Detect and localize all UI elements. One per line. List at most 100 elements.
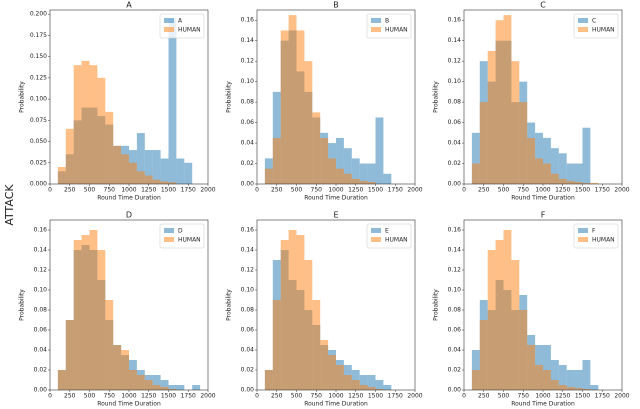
bar — [129, 162, 137, 184]
y-tick-label: 0.16 — [241, 17, 255, 24]
bar — [487, 250, 496, 390]
bar — [168, 389, 177, 390]
x-axis-label: Round Time Duration — [304, 401, 368, 408]
bar — [503, 15, 512, 185]
bar — [495, 240, 504, 390]
x-tick-label: 1250 — [348, 187, 363, 194]
y-tick-label: 0.12 — [241, 267, 255, 274]
bar — [192, 385, 201, 390]
bar — [535, 158, 543, 184]
subplot: C 0 250 500 750 1000 1250 1500 1750 2000 0.00 0.02 0… — [433, 1, 630, 202]
y-tick-label: 0.12 — [448, 58, 462, 65]
bar — [89, 230, 98, 390]
y-tick-label: 0.04 — [448, 140, 462, 147]
x-tick-label: 500 — [291, 187, 303, 194]
bar — [351, 380, 360, 390]
bar — [543, 345, 551, 390]
y-tick-label: 0.06 — [34, 327, 48, 334]
y-tick-label: 0.025 — [30, 159, 47, 166]
x-tick-label: 0 — [462, 393, 466, 400]
x-tick-label: 1500 — [575, 187, 590, 194]
legend-swatch — [371, 27, 381, 32]
bar — [543, 370, 551, 390]
bar — [519, 310, 528, 390]
x-tick-label: 0 — [48, 187, 52, 194]
bar — [121, 154, 129, 184]
x-tick-label: 2000 — [407, 393, 422, 400]
bar — [558, 365, 567, 390]
legend-swatch — [164, 228, 174, 233]
bar — [57, 370, 66, 390]
legend: E HUMAN — [366, 223, 412, 249]
x-tick-label: 1000 — [328, 393, 343, 400]
y-tick-label: 0.10 — [34, 287, 48, 294]
bar — [280, 240, 289, 390]
subplot: D 0 250 500 750 1000 1250 1500 1750 2000 0.00 0.02 0… — [19, 211, 216, 408]
y-tick-label: 0.14 — [241, 247, 255, 254]
x-tick-label: 2000 — [614, 187, 629, 194]
bar — [168, 18, 177, 184]
y-axis-label: Probability — [226, 81, 233, 113]
x-tick-label: 1000 — [121, 187, 136, 194]
x-tick-label: 1500 — [161, 393, 176, 400]
x-tick-label: 0 — [255, 187, 259, 194]
legend-swatch — [578, 228, 588, 233]
x-tick-label: 500 — [498, 187, 510, 194]
legend-label: C — [592, 17, 596, 24]
x-tick-label: 250 — [271, 393, 283, 400]
y-tick-label: 0.08 — [448, 307, 462, 314]
bar — [176, 385, 185, 390]
bar — [535, 365, 543, 390]
bar — [320, 137, 329, 184]
x-tick-label: 2000 — [407, 187, 422, 194]
bar — [113, 345, 122, 390]
bar — [57, 167, 66, 184]
x-tick-label: 1250 — [555, 187, 570, 194]
legend-swatch — [578, 27, 588, 32]
y-tick-label: 0.08 — [241, 99, 255, 106]
bar — [136, 171, 145, 184]
x-tick-label: 0 — [462, 187, 466, 194]
bar — [65, 320, 74, 390]
bar — [105, 111, 114, 184]
x-tick-label: 750 — [518, 187, 530, 194]
legend-label: HUMAN — [178, 236, 201, 243]
bar — [574, 163, 583, 184]
legend-swatch — [164, 18, 174, 23]
bar — [527, 345, 536, 390]
legend-swatch — [371, 237, 381, 242]
x-axis-label: Round Time Duration — [97, 401, 161, 408]
x-tick-label: 250 — [271, 187, 283, 194]
bar — [144, 150, 153, 184]
bar — [264, 168, 273, 184]
bar — [495, 20, 504, 185]
y-tick-label: 0.175 — [30, 32, 47, 39]
legend-swatch — [164, 237, 174, 242]
y-tick-label: 0.00 — [34, 387, 48, 394]
y-tick-label: 0.00 — [241, 181, 255, 188]
bar — [105, 300, 114, 390]
y-tick-label: 0.02 — [448, 160, 462, 167]
chart-title: C — [540, 1, 546, 10]
bar — [328, 158, 336, 184]
bar — [511, 61, 520, 185]
x-tick-label: 1750 — [595, 187, 610, 194]
bar — [97, 77, 106, 184]
y-tick-label: 0.08 — [448, 99, 462, 106]
bar — [81, 235, 90, 390]
bar — [511, 260, 520, 390]
y-axis-label: Probability — [433, 81, 440, 113]
bar — [152, 179, 161, 184]
x-tick-label: 0 — [48, 393, 52, 400]
bar — [160, 380, 169, 390]
bar — [152, 385, 161, 390]
x-tick-label: 1750 — [388, 187, 403, 194]
y-tick-label: 0.16 — [34, 227, 48, 234]
bar — [264, 370, 273, 390]
x-tick-label: 1000 — [328, 187, 343, 194]
x-tick-label: 1250 — [141, 393, 156, 400]
x-tick-label: 1250 — [555, 393, 570, 400]
x-tick-label: 500 — [84, 187, 96, 194]
chart-title: B — [333, 1, 339, 10]
